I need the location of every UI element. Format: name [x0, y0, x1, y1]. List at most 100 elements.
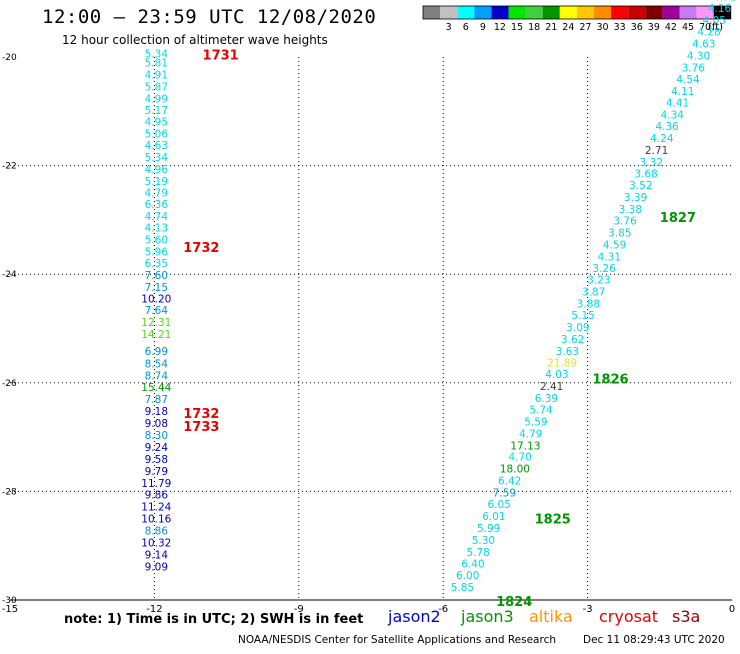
x-tick-label: -9 [294, 604, 304, 615]
data-point-label: 5.87 [145, 81, 168, 93]
x-tick-label: -6 [438, 604, 448, 615]
data-point-label: 5.34 [145, 48, 169, 60]
data-point-label: 4.59 [603, 239, 626, 251]
legend-cryosat: cryosat [599, 607, 659, 626]
pass-time-label: 1732 [183, 241, 219, 256]
data-point-label: 9.14 [145, 549, 169, 561]
legend-jason3: jason3 [461, 607, 514, 626]
data-point-label: 4.36 [655, 121, 679, 133]
colorbar-label: 21 [545, 22, 557, 33]
data-point-label: 3.63 [556, 346, 579, 358]
colorbar-label: 42 [665, 22, 677, 33]
data-point-label: 6.05 [487, 499, 510, 511]
footer-note: note: 1) Time is in UTC; 2) SWH is in fe… [64, 612, 364, 627]
colorbar-label: 12 [494, 22, 506, 33]
data-point-label: 3.87 [582, 287, 605, 299]
data-point-label: 10.16 [141, 514, 171, 526]
colorbar-label: 33 [614, 22, 626, 33]
data-point-label: 3.76 [682, 62, 706, 74]
pass-time-label: 1733 [183, 420, 219, 435]
data-point-label: 6.42 [498, 476, 521, 488]
legend-s3a: s3a [672, 607, 701, 626]
colorbar-swatch [508, 6, 526, 19]
colorbar-label: 15 [511, 22, 523, 33]
pass-time-label: 1824 [496, 595, 532, 610]
data-point-label: 5.81 [145, 58, 168, 70]
data-point-label: 8.86 [145, 526, 169, 538]
data-point-label: 12.31 [141, 317, 171, 329]
colorbar-label: 27 [579, 22, 591, 33]
data-point-label: 4.34 [661, 110, 685, 122]
data-point-label: 3.23 [587, 275, 610, 287]
pass-time-label: 1827 [660, 211, 696, 226]
colorbar-label: 3 [446, 22, 452, 33]
colorbar-swatch [525, 6, 543, 19]
pass-time-label: 1731 [203, 48, 239, 63]
x-tick-label: -12 [146, 604, 162, 615]
data-point-label: 2.71 [645, 145, 668, 157]
data-points: 5.345.814.915.874.995.174.955.064.635.34… [141, 0, 736, 594]
data-point-label: 5.30 [472, 535, 495, 547]
data-point-label: 5.60 [145, 235, 168, 247]
colorbar-swatch [491, 6, 509, 19]
data-point-label: 4.95 [145, 117, 168, 129]
data-point-label: 3.32 [640, 157, 663, 169]
data-point-label: 17.13 [510, 440, 540, 452]
data-point-label: 4.74 [145, 211, 169, 223]
chart-title: 12:00 – 23:59 UTC 12/08/2020 [42, 6, 377, 28]
data-point-label: 7.60 [145, 270, 168, 282]
data-point-label: 9.58 [145, 454, 168, 466]
colorbar-swatch [611, 6, 629, 19]
data-point-label: 4.03 [545, 369, 568, 381]
data-point-label: 9.09 [145, 561, 168, 573]
legend-jason2: jason2 [388, 607, 441, 626]
data-point-label: 18.00 [500, 464, 530, 476]
colorbar-swatch [440, 6, 458, 19]
data-point-label: 5.06 [145, 129, 169, 141]
data-point-label: 4.79 [145, 187, 168, 199]
data-point-label: 4.70 [508, 452, 531, 464]
colorbar-swatch [679, 6, 697, 19]
colorbar-swatch [662, 6, 680, 19]
data-point-label: 6.99 [145, 346, 168, 358]
colorbar-swatch [474, 6, 492, 19]
colorbar-swatch [696, 6, 714, 19]
data-point-label: 6.01 [482, 511, 505, 523]
y-tick-label: -28 [2, 487, 17, 497]
legend-altika: altika [529, 607, 573, 626]
data-point-label: 7.64 [145, 305, 169, 317]
data-point-label: 5.15 [571, 310, 594, 322]
data-point-label: 7.15 [145, 282, 168, 294]
pass-time-label: 1825 [535, 513, 571, 528]
data-point-label: 11.79 [141, 478, 171, 490]
data-point-label: 6.40 [461, 559, 484, 571]
data-point-label: 21.89 [547, 357, 577, 369]
data-point-label: 3.68 [634, 168, 657, 180]
data-point-label: 15.44 [141, 382, 171, 394]
data-point-label: 4.41 [666, 98, 689, 110]
data-point-label: 4.79 [519, 428, 542, 440]
data-point-label: 4.28 [697, 27, 720, 39]
data-point-label: 4.71 [713, 0, 736, 3]
y-tick-label: -20 [2, 53, 17, 63]
colorbar-label: 39 [648, 22, 660, 33]
data-point-label: 4.24 [650, 133, 674, 145]
colorbar-label: 70 [699, 22, 711, 33]
data-point-label: 3.62 [561, 334, 584, 346]
colorbar-frame [422, 5, 732, 20]
data-point-label: 3.52 [629, 180, 652, 192]
data-point-label: 3.76 [613, 216, 637, 228]
footer-credit: NOAA/NESDIS Center for Satellite Applica… [238, 634, 556, 646]
data-point-label: 3.09 [566, 322, 589, 334]
colorbar-unit: (ft) [708, 22, 724, 33]
data-point-label: 2.41 [540, 381, 563, 393]
data-point-label: 4.31 [598, 251, 621, 263]
data-point-label: 11.24 [141, 502, 171, 514]
data-point-label: 9.79 [145, 466, 168, 478]
colorbar: 3 6 9 12 15 18 21 24 27 30 33 36 39 42 45 70 [422, 5, 732, 33]
data-point-label: 6.00 [456, 570, 479, 582]
data-point-label: 5.96 [145, 246, 169, 258]
data-point-label: 10.20 [141, 294, 171, 306]
axes: -15 -12 -9 -6 -3 0-20-22-24-26-28-30 [2, 53, 735, 615]
